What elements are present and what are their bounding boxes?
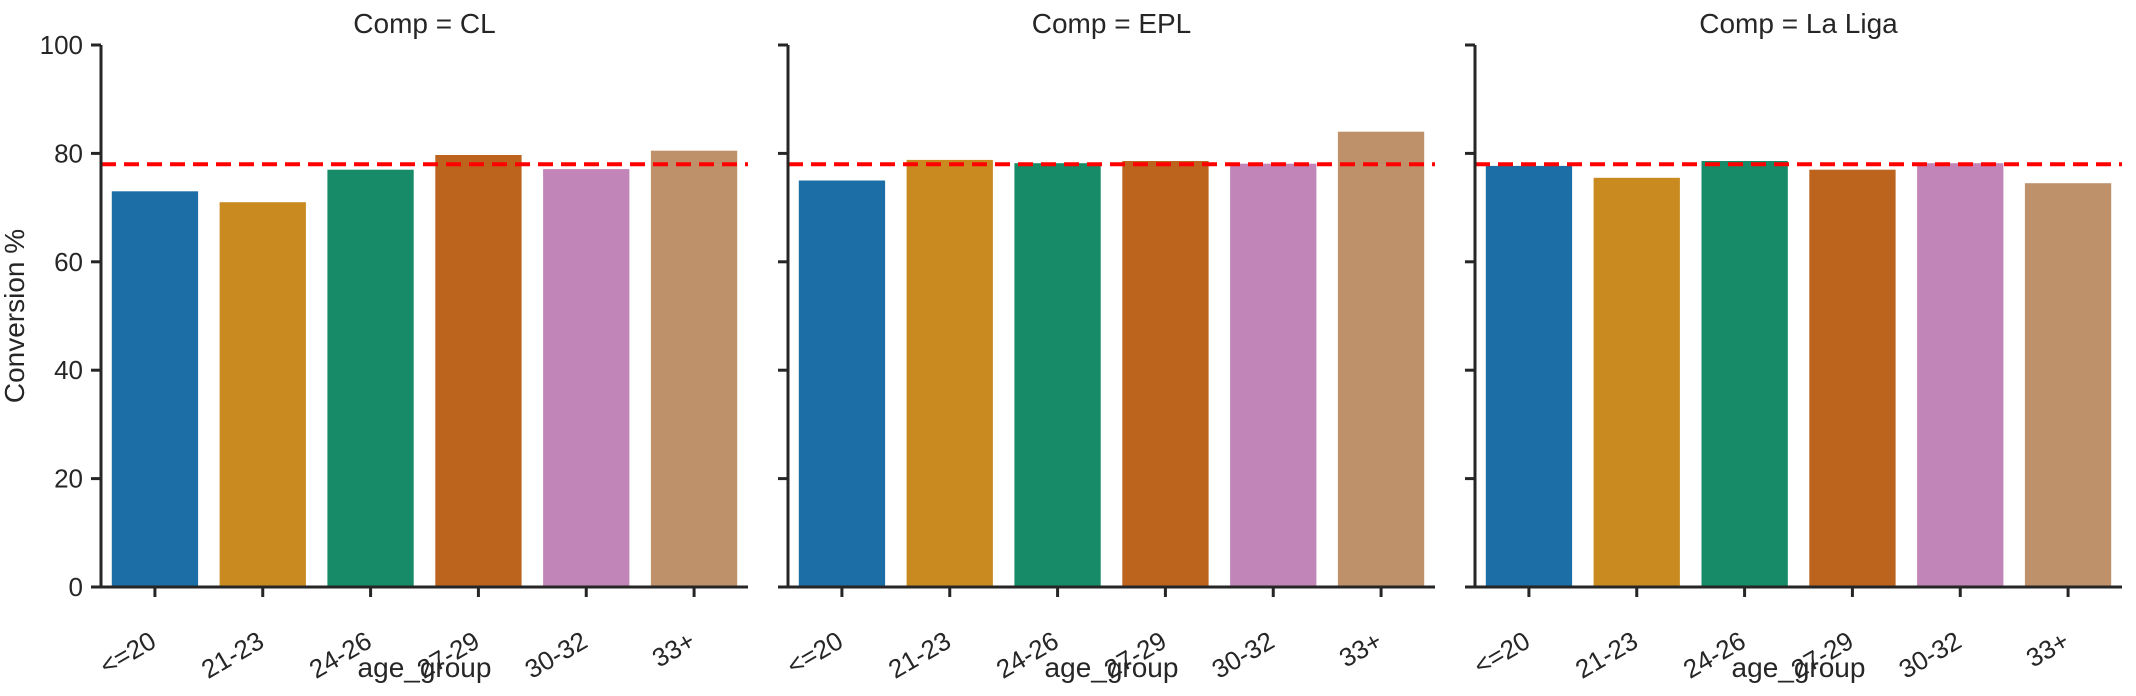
facet-title: Comp = EPL — [1032, 8, 1192, 39]
bar — [219, 202, 306, 587]
bar — [1122, 161, 1209, 587]
bar — [1014, 163, 1101, 587]
bar — [327, 169, 414, 587]
bar — [798, 180, 886, 587]
bar — [1701, 161, 1788, 587]
x-axis-label: age_group — [358, 652, 492, 683]
x-tick-label: 30-32 — [1894, 625, 1967, 684]
bar — [1593, 177, 1680, 588]
bar — [435, 155, 522, 587]
x-tick-label: <=20 — [782, 625, 848, 681]
bar — [1917, 163, 2004, 587]
bar — [543, 169, 630, 587]
x-tick-label: 21-23 — [196, 625, 269, 684]
bar — [906, 159, 993, 587]
x-tick-label: <=20 — [95, 625, 161, 681]
x-tick-label: 30-32 — [1207, 625, 1280, 684]
y-tick-label: 100 — [40, 30, 83, 60]
y-tick-label: 0 — [69, 572, 83, 602]
bar — [111, 191, 199, 588]
bar — [1230, 163, 1317, 587]
y-tick-label: 20 — [54, 464, 83, 494]
x-axis-label: age_group — [1732, 652, 1866, 683]
x-tick-label: <=20 — [1469, 625, 1535, 681]
y-axis-label: Conversion % — [0, 229, 30, 403]
facet-title: Comp = CL — [353, 8, 495, 39]
x-tick-label: 21-23 — [883, 625, 956, 684]
bar — [1485, 165, 1573, 587]
x-tick-label: 33+ — [2021, 625, 2074, 673]
y-tick-label: 40 — [54, 355, 83, 385]
bar — [1809, 169, 1896, 587]
bar — [1337, 131, 1425, 587]
bar — [2024, 183, 2112, 587]
facet-title: Comp = La Liga — [1699, 8, 1898, 39]
x-tick-label: 33+ — [647, 625, 700, 673]
x-tick-label: 30-32 — [520, 625, 593, 684]
y-tick-label: 80 — [54, 138, 83, 168]
x-tick-label: 33+ — [1334, 625, 1387, 673]
bar — [650, 150, 738, 587]
x-axis-label: age_group — [1045, 652, 1179, 683]
x-tick-label: 21-23 — [1570, 625, 1643, 684]
y-tick-label: 60 — [54, 247, 83, 277]
